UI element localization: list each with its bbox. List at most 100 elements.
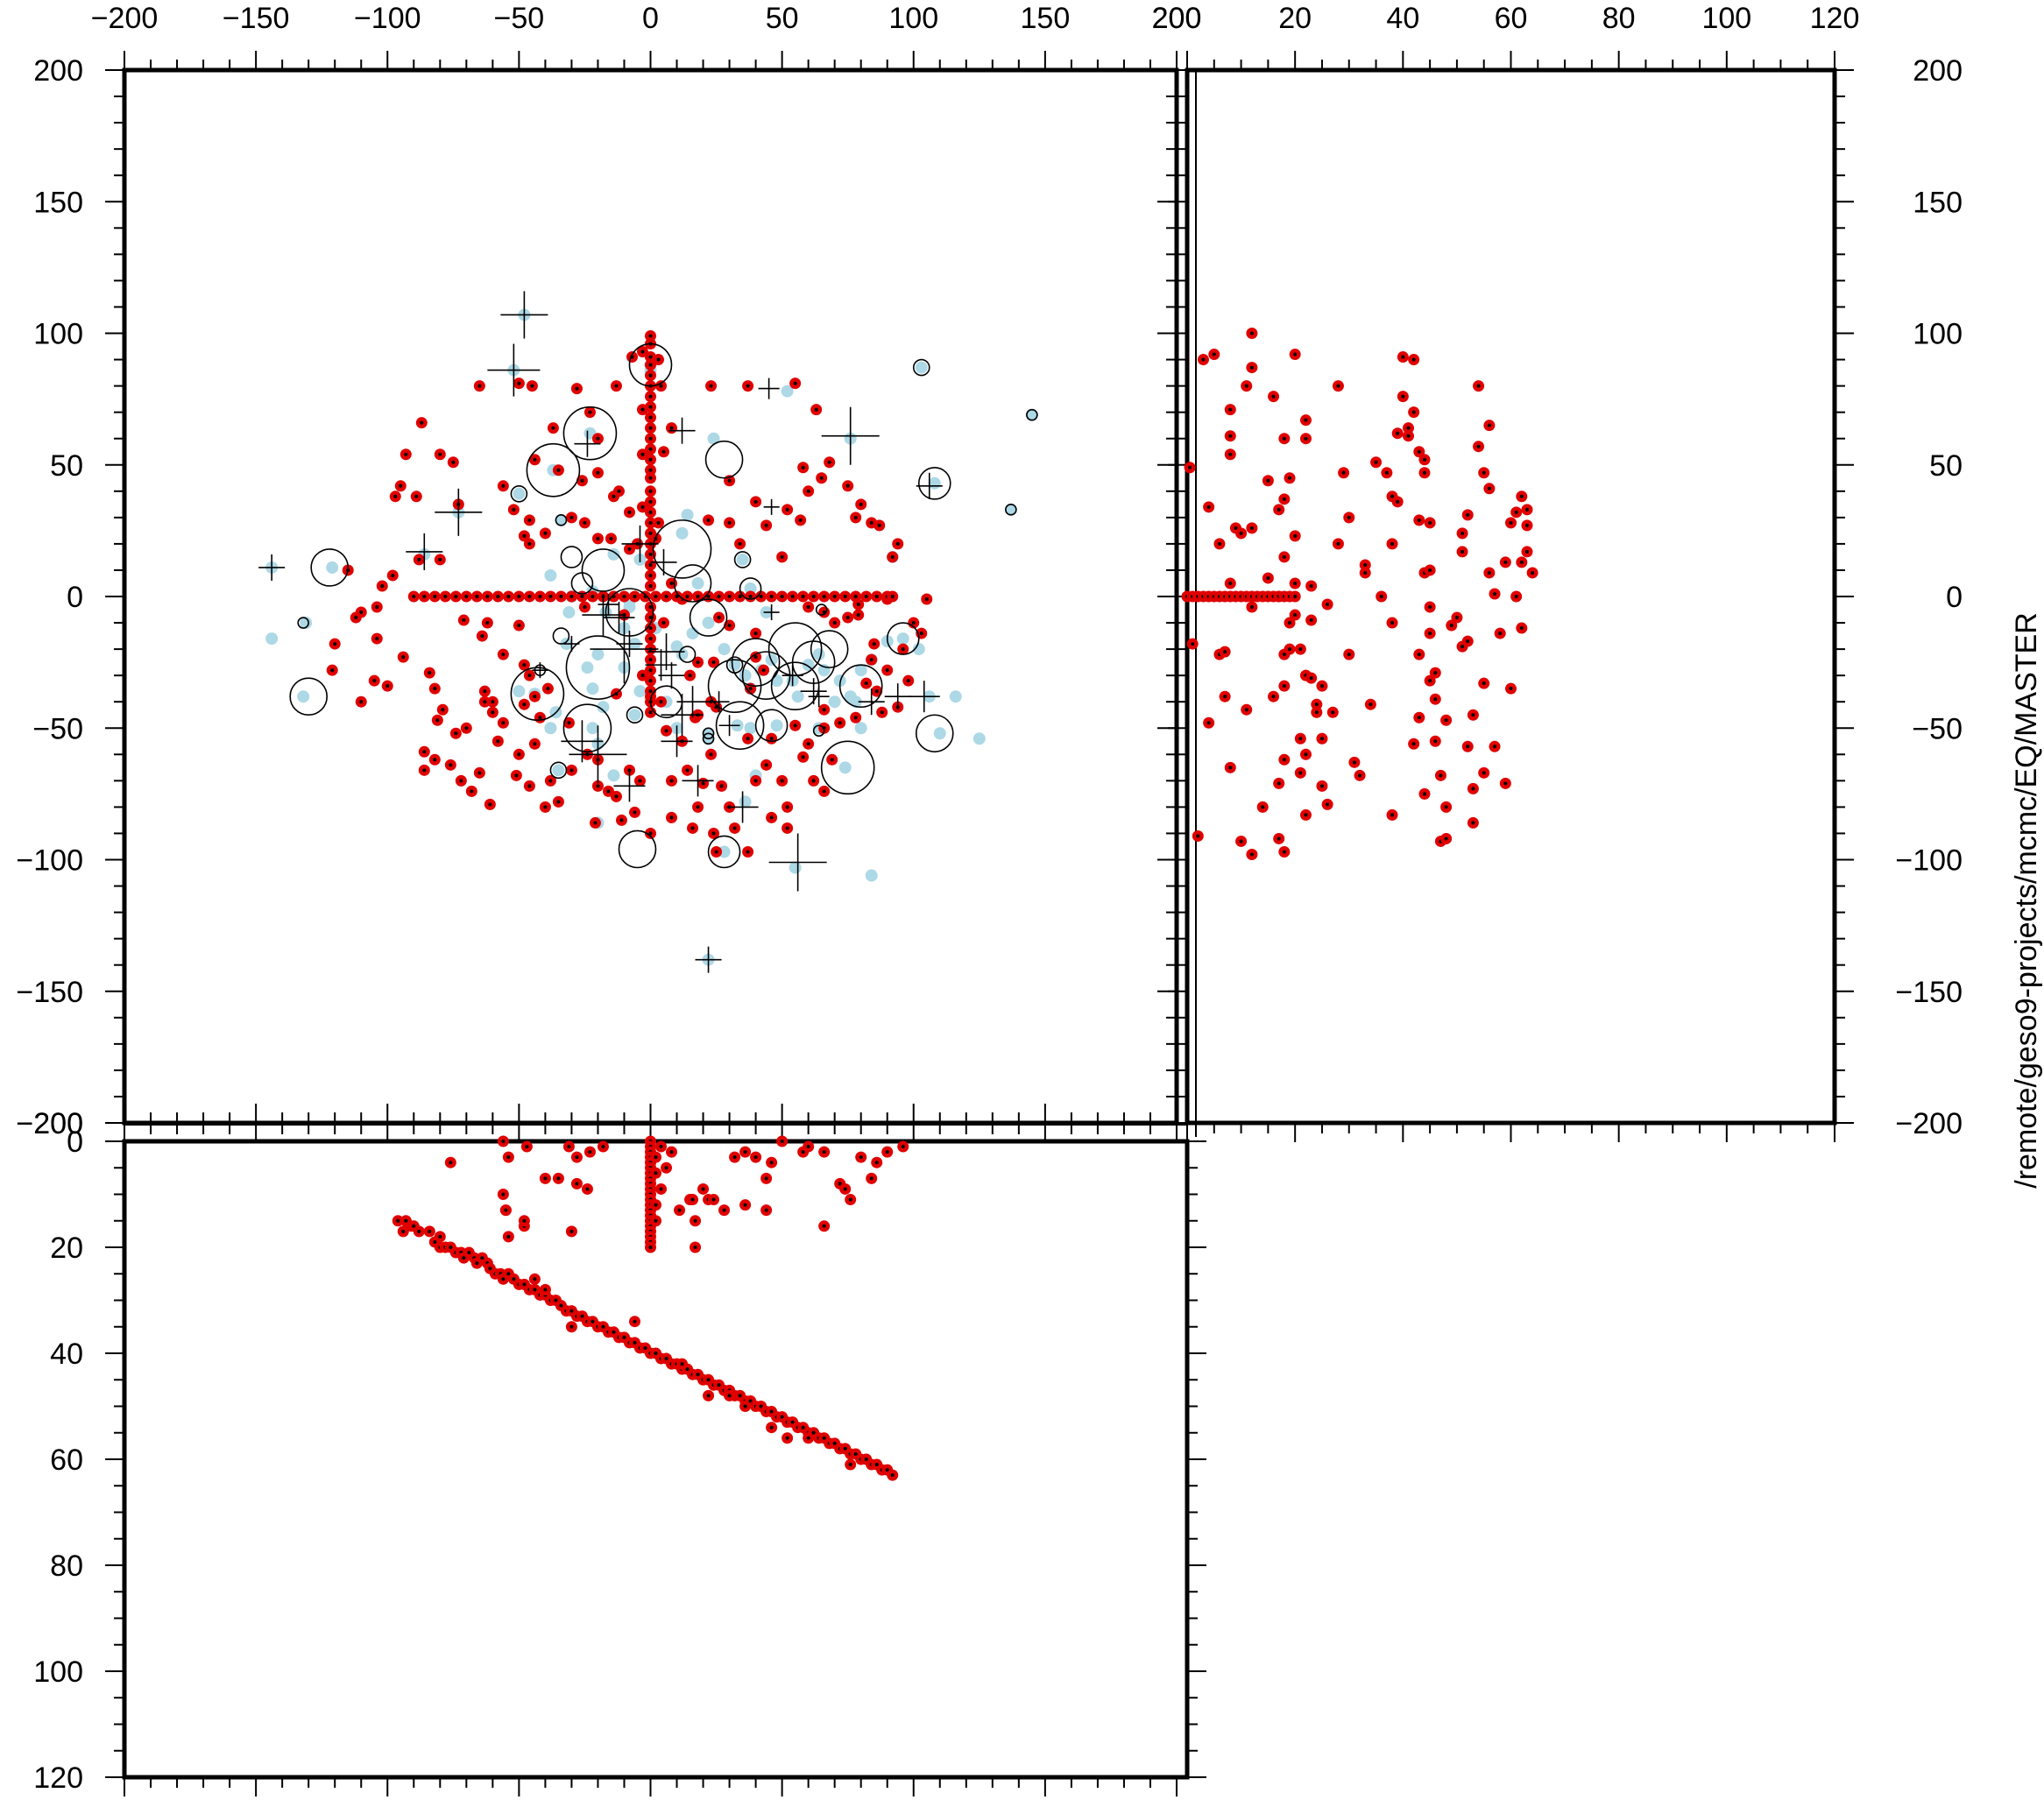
event-center — [538, 716, 542, 720]
event-center — [696, 595, 700, 598]
event-center — [525, 1145, 529, 1149]
error-circle — [555, 514, 568, 526]
event-center — [719, 784, 724, 788]
event-center — [640, 505, 645, 509]
station-point — [581, 661, 594, 674]
event-center — [488, 802, 492, 807]
event-center — [648, 510, 653, 514]
event-center — [533, 1277, 537, 1281]
event-center — [543, 805, 548, 809]
event-center — [1352, 760, 1356, 765]
station-point — [702, 617, 715, 630]
event-center — [438, 557, 442, 561]
event-center — [1314, 702, 1319, 707]
event-center — [433, 687, 437, 691]
event-center — [669, 815, 674, 820]
event-center — [753, 499, 758, 504]
event-center — [748, 687, 753, 691]
station-point — [812, 648, 825, 661]
event-center — [1390, 813, 1395, 817]
event-center — [1282, 684, 1286, 688]
station-point — [744, 722, 757, 735]
event-center — [693, 1246, 697, 1249]
event-center — [727, 520, 732, 525]
event-center — [906, 679, 910, 683]
error-circle — [715, 701, 765, 751]
event-center — [1422, 792, 1426, 796]
y-tick-label: 60 — [50, 1444, 83, 1477]
y-tick-label: 20 — [50, 1232, 83, 1265]
event-center — [769, 815, 774, 820]
event-center — [401, 655, 406, 660]
event-center — [769, 737, 774, 741]
event-center — [441, 708, 445, 712]
station-point — [300, 617, 313, 630]
event-center — [853, 515, 858, 519]
event-center — [685, 595, 690, 598]
event-center — [801, 1150, 805, 1154]
event-center — [648, 668, 653, 673]
event-center — [743, 1404, 747, 1408]
y-tick-label: 100 — [33, 318, 83, 351]
event-center — [648, 476, 653, 480]
event-center — [769, 1425, 774, 1429]
station-point — [552, 764, 565, 777]
event-center — [1228, 407, 1233, 412]
event-center — [580, 1314, 584, 1318]
event-center — [627, 510, 632, 514]
event-center — [583, 605, 587, 610]
event-center — [1390, 541, 1395, 546]
event-center — [830, 758, 834, 762]
error-circle — [626, 706, 644, 724]
event-center — [556, 800, 561, 804]
event-center — [517, 752, 521, 757]
event-center — [428, 1229, 432, 1233]
event-center — [1524, 523, 1529, 527]
station-point — [744, 582, 757, 595]
event-center — [769, 1409, 774, 1414]
event-center — [333, 642, 337, 646]
station-point — [562, 606, 576, 619]
x-tick-label: −150 — [223, 2, 290, 35]
event-center — [832, 1441, 837, 1445]
event-center — [727, 595, 732, 598]
event-center — [622, 1335, 626, 1339]
error-circle — [552, 627, 570, 645]
error-circle — [289, 677, 328, 716]
event-center — [527, 784, 532, 788]
event-center — [480, 634, 484, 639]
event-center — [746, 737, 750, 741]
error-circle — [838, 664, 883, 708]
event-center — [501, 653, 506, 657]
event-center — [1482, 470, 1486, 475]
event-center — [1482, 681, 1486, 686]
event-center — [575, 1155, 579, 1160]
event-center — [1266, 478, 1270, 483]
event-center — [811, 1430, 816, 1435]
y-tick-label: −50 — [32, 712, 83, 745]
event-center — [1406, 434, 1411, 438]
error-circle — [510, 484, 528, 503]
event-center — [685, 768, 690, 773]
y-tick-label: −150 — [1895, 976, 1963, 1009]
x-tick-label: 40 — [1386, 2, 1419, 35]
event-center — [1363, 570, 1368, 575]
event-center — [1336, 541, 1340, 546]
event-center — [648, 626, 653, 631]
event-center — [640, 674, 645, 678]
x-tick-label: −200 — [91, 2, 159, 35]
event-center — [822, 708, 826, 712]
event-center — [1482, 771, 1486, 775]
event-center — [506, 1272, 511, 1276]
event-center — [1249, 852, 1254, 857]
event-center — [806, 1436, 810, 1440]
station-point — [949, 690, 962, 703]
y-tick-label: 0 — [1946, 581, 1963, 614]
event-center — [412, 1224, 416, 1228]
event-center — [648, 1246, 653, 1249]
event-center — [1493, 745, 1497, 749]
event-center — [661, 621, 666, 625]
event-center — [1428, 520, 1432, 525]
event-center — [864, 1458, 868, 1461]
event-center — [838, 721, 842, 725]
